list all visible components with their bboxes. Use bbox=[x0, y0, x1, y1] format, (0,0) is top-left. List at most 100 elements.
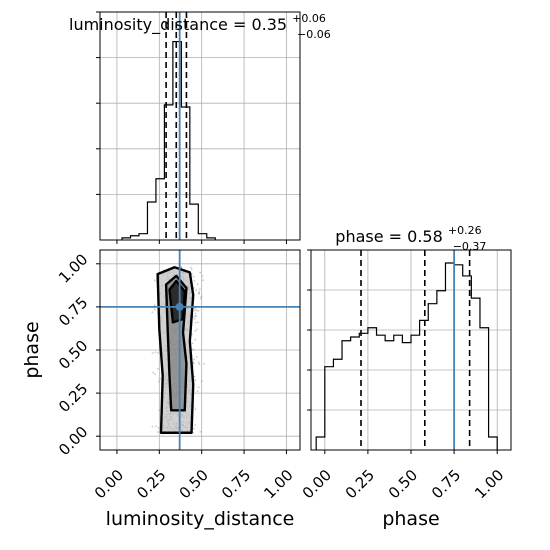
joint-point bbox=[151, 311, 154, 314]
phase_hist-bin-2 bbox=[333, 359, 342, 450]
joint-truth-marker bbox=[175, 302, 184, 311]
phase_hist-bin-20 bbox=[489, 437, 498, 450]
joint-point bbox=[155, 425, 157, 428]
phase_hist-bin-7 bbox=[377, 335, 386, 450]
joint-point bbox=[200, 380, 203, 383]
joint-point bbox=[153, 304, 156, 307]
luminosity-distance-title-sub: −0.06 bbox=[297, 28, 331, 41]
joint-point bbox=[192, 315, 195, 318]
phase_hist-bin-6 bbox=[368, 328, 377, 450]
joint-contour-inner bbox=[168, 279, 186, 324]
luminosity-distance-histogram-bars bbox=[122, 42, 215, 240]
y-axis-label-phase: phase bbox=[21, 321, 43, 378]
joint-point bbox=[153, 279, 156, 282]
joint-point bbox=[195, 289, 198, 292]
lum_hist-bin-8 bbox=[190, 204, 198, 240]
joint-point bbox=[198, 363, 201, 365]
joint-point bbox=[194, 329, 197, 332]
joint-point bbox=[197, 309, 200, 312]
joint-point bbox=[193, 317, 196, 320]
phase-x-tick-label-0: 0.00 bbox=[299, 466, 335, 502]
phase-x-tick-label-1: 0.25 bbox=[342, 466, 378, 502]
luminosity-distance-histogram-frame bbox=[99, 11, 301, 241]
lum_hist-bin-9 bbox=[198, 234, 206, 240]
joint-y-tick-label-4: 1.00 bbox=[55, 250, 91, 286]
joint-point bbox=[197, 361, 200, 364]
phase_hist-bin-19 bbox=[480, 328, 489, 450]
joint-point bbox=[203, 362, 205, 365]
phase_hist-bin-8 bbox=[385, 341, 394, 450]
joint-point bbox=[198, 288, 201, 291]
phase-title-main: phase = 0.58 bbox=[335, 227, 442, 246]
phase_hist-bin-13 bbox=[428, 304, 437, 450]
x-axis-label-luminosity-distance: luminosity_distance bbox=[106, 508, 295, 530]
joint-x-tick-label-1: 0.25 bbox=[133, 466, 169, 502]
phase_hist-bin-3 bbox=[342, 341, 351, 450]
phase-x-tick-label-3: 0.75 bbox=[428, 466, 464, 502]
joint-point bbox=[152, 371, 155, 374]
joint-point bbox=[194, 379, 197, 382]
joint-point bbox=[193, 375, 196, 378]
joint-point bbox=[180, 266, 183, 269]
joint-point bbox=[196, 283, 199, 286]
joint-point bbox=[192, 427, 195, 430]
joint-x-tick-label-0: 0.00 bbox=[91, 466, 127, 502]
joint-point bbox=[191, 342, 194, 345]
joint-x-tick-label-2: 0.50 bbox=[176, 466, 212, 502]
joint-point bbox=[198, 290, 201, 293]
phase-histogram-frame bbox=[310, 249, 512, 451]
joint-point bbox=[154, 373, 156, 376]
joint-point bbox=[192, 361, 195, 364]
luminosity-distance-histogram-panel: luminosity_distance = 0.35 +0.06 −0.06 bbox=[69, 7, 331, 244]
phase_hist-bin-11 bbox=[411, 335, 420, 450]
joint-point bbox=[196, 355, 198, 358]
joint-x-tick-label-3: 0.75 bbox=[218, 466, 254, 502]
joint-point bbox=[195, 328, 198, 331]
lum_hist-bin-3 bbox=[147, 202, 155, 240]
joint-point bbox=[154, 308, 156, 311]
phase_hist-bin-16 bbox=[454, 265, 463, 450]
joint-y-tick-label-3: 0.75 bbox=[55, 293, 91, 329]
phase-title-sub: −0.37 bbox=[453, 240, 487, 253]
x-axis-label-phase: phase bbox=[382, 508, 439, 530]
joint-point bbox=[197, 386, 200, 389]
phase_hist-bin-10 bbox=[402, 343, 411, 450]
joint-point bbox=[157, 351, 159, 354]
luminosity-distance-title: luminosity_distance = 0.35 +0.06 −0.06 bbox=[69, 7, 331, 41]
joint-y-tick-label-1: 0.25 bbox=[55, 380, 91, 416]
joint-point bbox=[159, 377, 162, 380]
joint-point bbox=[193, 279, 196, 282]
joint-point bbox=[194, 312, 197, 315]
joint-point bbox=[192, 349, 195, 351]
joint-point bbox=[192, 362, 195, 365]
joint-point bbox=[201, 275, 204, 278]
joint-point bbox=[157, 380, 160, 383]
lum_hist-bin-7 bbox=[181, 107, 189, 240]
lum_hist-bin-1 bbox=[131, 236, 139, 240]
joint-point bbox=[194, 307, 197, 310]
joint-point bbox=[199, 297, 202, 300]
joint-point bbox=[189, 266, 192, 269]
phase-x-tick-label-4: 1.00 bbox=[471, 466, 507, 502]
luminosity-distance-title-main: luminosity_distance = 0.35 bbox=[69, 15, 287, 35]
joint-point bbox=[200, 295, 203, 298]
phase-title-sup: +0.26 bbox=[448, 224, 482, 237]
joint-point bbox=[196, 390, 199, 393]
phase_hist-bin-15 bbox=[445, 263, 454, 450]
joint-point bbox=[154, 351, 157, 354]
joint-point bbox=[158, 409, 161, 412]
joint-point bbox=[195, 309, 198, 312]
joint-point bbox=[195, 315, 198, 317]
phase_hist-bin-12 bbox=[420, 320, 429, 450]
joint-point bbox=[151, 352, 154, 355]
joint-point bbox=[194, 321, 197, 324]
joint-point bbox=[156, 431, 159, 433]
luminosity-distance-histogram-step bbox=[121, 40, 216, 240]
phase_hist-bin-9 bbox=[394, 335, 403, 450]
joint-point bbox=[194, 408, 197, 411]
joint-point bbox=[194, 314, 197, 317]
luminosity-distance-title-sup: +0.06 bbox=[292, 12, 326, 25]
joint-x-tick-label-4: 1.00 bbox=[260, 466, 296, 502]
phase-histogram-panel: 0.00 0.25 0.50 0.75 1.00 phase = 0.58 +0.26 … bbox=[299, 224, 512, 502]
